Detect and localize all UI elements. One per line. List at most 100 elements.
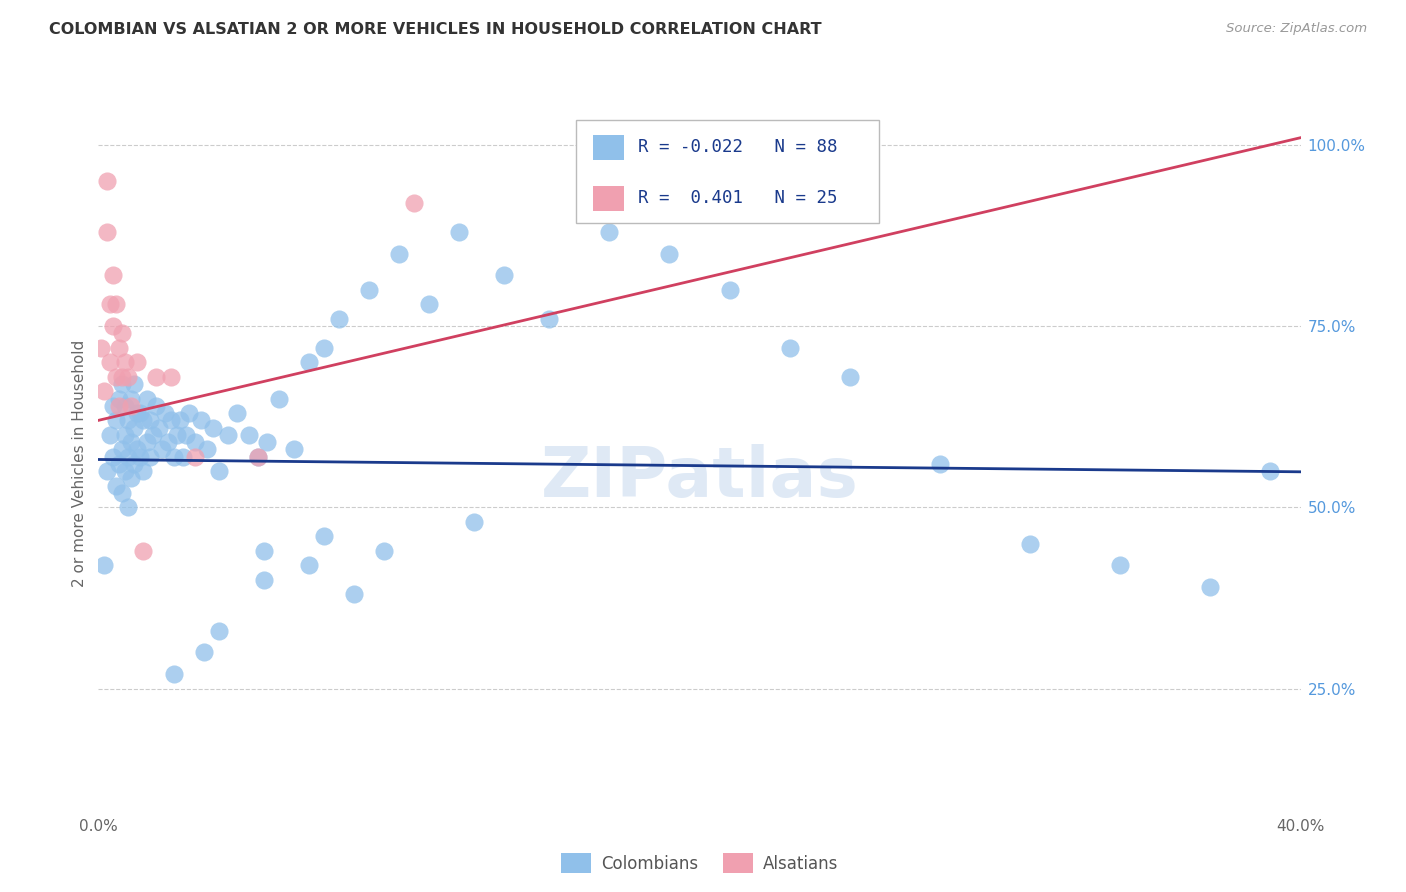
Point <box>141 428 163 442</box>
Point <box>96 225 118 239</box>
Point <box>246 450 269 464</box>
Point <box>117 413 139 427</box>
Point <box>124 377 146 392</box>
Point <box>463 515 485 529</box>
Point <box>121 392 143 406</box>
Point <box>150 442 173 457</box>
Point <box>103 399 125 413</box>
Point <box>121 471 143 485</box>
Point <box>1260 464 1282 478</box>
Point <box>100 428 122 442</box>
Point <box>373 544 395 558</box>
Point <box>145 399 167 413</box>
Point <box>328 312 350 326</box>
Point <box>117 369 139 384</box>
Point <box>658 246 681 260</box>
Y-axis label: 2 or more Vehicles in Household: 2 or more Vehicles in Household <box>72 340 87 588</box>
Point <box>111 442 134 457</box>
Point <box>121 435 143 450</box>
Text: R =  0.401   N = 25: R = 0.401 N = 25 <box>638 189 838 207</box>
Point <box>253 573 276 587</box>
Point <box>388 246 411 260</box>
Point <box>111 369 134 384</box>
Point <box>689 174 711 188</box>
Point <box>132 544 155 558</box>
Point <box>208 624 231 638</box>
Point <box>183 450 205 464</box>
Point <box>111 377 134 392</box>
Point <box>117 450 139 464</box>
Point <box>103 319 125 334</box>
Text: R = -0.022   N = 88: R = -0.022 N = 88 <box>638 138 838 156</box>
Point <box>183 435 205 450</box>
Point <box>312 529 335 543</box>
Point <box>127 442 149 457</box>
Point <box>1109 558 1132 573</box>
Point <box>267 392 290 406</box>
Point <box>779 341 801 355</box>
Point <box>169 413 191 427</box>
Point <box>96 174 118 188</box>
Point <box>127 406 149 420</box>
Point <box>162 667 184 681</box>
Point <box>1019 536 1042 550</box>
Point <box>96 464 118 478</box>
Point <box>193 645 215 659</box>
Point <box>93 384 115 399</box>
Point <box>159 413 181 427</box>
Point <box>114 428 136 442</box>
Point <box>93 558 115 573</box>
Point <box>162 450 184 464</box>
Text: Source: ZipAtlas.com: Source: ZipAtlas.com <box>1226 22 1367 36</box>
Point <box>108 392 131 406</box>
Point <box>201 420 224 434</box>
Point <box>105 478 128 492</box>
Point <box>103 450 125 464</box>
Point <box>108 399 131 413</box>
Point <box>90 341 112 355</box>
Point <box>418 297 440 311</box>
Point <box>114 399 136 413</box>
Point <box>100 355 122 369</box>
Point <box>127 355 149 369</box>
Point <box>298 558 321 573</box>
Point <box>253 544 276 558</box>
Point <box>132 413 155 427</box>
Point <box>357 283 380 297</box>
Point <box>114 464 136 478</box>
Point <box>217 428 239 442</box>
Point <box>138 450 160 464</box>
Point <box>838 369 860 384</box>
Point <box>100 297 122 311</box>
Point <box>1199 580 1222 594</box>
Point <box>159 369 181 384</box>
Point <box>598 225 620 239</box>
Point <box>108 341 131 355</box>
Point <box>174 428 197 442</box>
Point <box>208 464 231 478</box>
Point <box>225 406 247 420</box>
Point <box>145 369 167 384</box>
Point <box>283 442 305 457</box>
Point <box>121 399 143 413</box>
Point <box>402 196 425 211</box>
Point <box>129 450 152 464</box>
Text: COLOMBIAN VS ALSATIAN 2 OR MORE VEHICLES IN HOUSEHOLD CORRELATION CHART: COLOMBIAN VS ALSATIAN 2 OR MORE VEHICLES… <box>49 22 823 37</box>
Point <box>129 406 152 420</box>
Point <box>298 355 321 369</box>
Point <box>105 413 128 427</box>
Point <box>135 435 157 450</box>
Point <box>105 369 128 384</box>
Point <box>195 442 218 457</box>
Point <box>166 428 188 442</box>
Point <box>103 268 125 283</box>
Legend: Colombians, Alsatians: Colombians, Alsatians <box>554 847 845 880</box>
Point <box>238 428 260 442</box>
Point <box>111 485 134 500</box>
Point <box>246 450 269 464</box>
Point <box>153 406 176 420</box>
Point <box>124 420 146 434</box>
Point <box>172 450 194 464</box>
Point <box>111 326 134 341</box>
Point <box>929 457 952 471</box>
